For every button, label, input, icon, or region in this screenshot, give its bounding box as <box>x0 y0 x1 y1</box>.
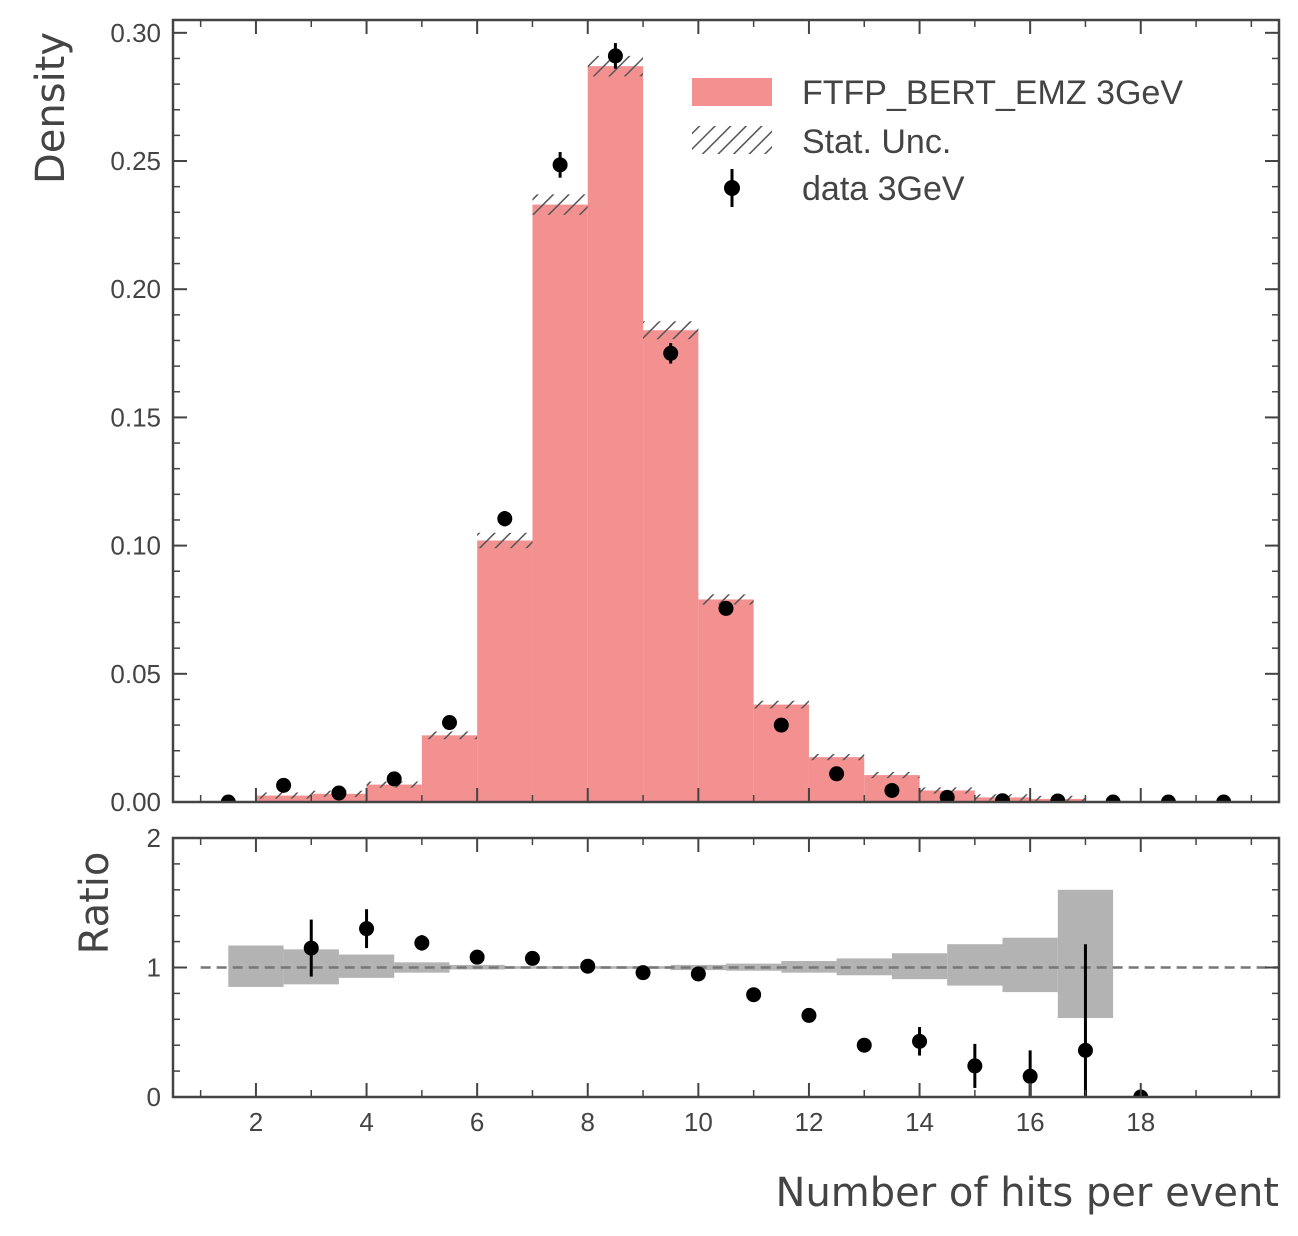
stat-unc-hatch <box>421 731 478 740</box>
ratio-point <box>414 935 430 951</box>
data-point <box>1160 794 1176 802</box>
legend-label-stat-unc: Stat. Unc. <box>802 123 951 161</box>
x-tick-label: 6 <box>470 1107 484 1137</box>
histogram-bar <box>477 540 533 802</box>
data-point <box>1105 794 1121 802</box>
data-point <box>552 157 568 173</box>
ratio-point <box>303 940 319 956</box>
x-tick-label: 2 <box>249 1107 263 1137</box>
x-tick-label: 8 <box>581 1107 595 1137</box>
main-y-tick-label: 0.00 <box>110 787 161 817</box>
ratio-unc-band <box>947 944 1003 986</box>
ratio-y-tick-label: 1 <box>147 953 161 983</box>
main-y-axis-title: Density <box>28 32 74 184</box>
stat-unc-hatch <box>698 594 754 605</box>
legend: FTFP_BERT_EMZ 3GeV Stat. Unc. data 3GeV <box>692 74 1183 208</box>
ratio-unc-band <box>394 962 450 973</box>
stat-unc-hatch <box>532 194 588 215</box>
main-y-tick-label: 0.10 <box>110 531 161 561</box>
ratio-point <box>580 958 596 974</box>
ratio-point <box>359 921 375 937</box>
data-point <box>220 794 236 802</box>
data-point <box>497 511 513 527</box>
data-point <box>442 715 457 731</box>
ratio-point <box>912 1033 928 1049</box>
data-point <box>939 789 955 802</box>
data-point <box>995 793 1010 802</box>
ratio-point <box>1077 1042 1093 1058</box>
stat-unc-hatch <box>753 700 809 709</box>
x-tick-label: 12 <box>794 1107 823 1137</box>
histogram-bar <box>421 735 478 802</box>
histogram-bar <box>587 66 644 802</box>
main-plot-area <box>220 43 1232 802</box>
legend-marker-data <box>724 180 740 196</box>
stat-unc-hatch <box>864 772 920 779</box>
data-point <box>607 48 623 64</box>
data-point <box>718 600 734 616</box>
legend-label-data: data 3GeV <box>802 170 965 208</box>
data-point <box>331 785 347 801</box>
stat-unc-hatch <box>477 532 533 549</box>
legend-label-histogram: FTFP_BERT_EMZ 3GeV <box>802 74 1183 112</box>
main-axes-frame <box>171 18 1281 804</box>
ratio-y-tick-label: 0 <box>147 1082 161 1112</box>
main-y-tick-label: 0.20 <box>110 274 161 304</box>
stat-unc-hatch <box>808 754 865 761</box>
ratio-point <box>690 966 706 982</box>
legend-swatch-stat-unc <box>692 126 772 154</box>
histogram-bar <box>532 204 588 802</box>
ratio-point <box>524 950 540 966</box>
data-point <box>1216 794 1232 802</box>
stat-unc-hatch <box>643 321 699 340</box>
x-tick-label: 4 <box>359 1107 373 1137</box>
data-point <box>386 771 402 787</box>
ratio-point <box>967 1058 983 1074</box>
data-point <box>884 782 900 798</box>
ratio-unc-band <box>504 966 561 969</box>
data-point <box>773 717 789 733</box>
data-point <box>829 766 845 782</box>
data-point <box>1050 793 1066 802</box>
ratio-y-tick-label: 2 <box>147 823 161 853</box>
data-point <box>663 345 679 361</box>
ratio-unc-band <box>228 945 284 987</box>
ratio-point <box>856 1037 872 1053</box>
x-tick-label: 18 <box>1126 1107 1155 1137</box>
histogram-bar <box>698 599 754 802</box>
histogram-bar <box>255 795 312 802</box>
ratio-point <box>635 965 651 981</box>
stat-unc-hatch <box>255 792 312 799</box>
x-axis-title: Number of hits per event <box>776 1170 1279 1216</box>
x-tick-label: 14 <box>905 1107 934 1137</box>
histogram-bar <box>643 330 699 802</box>
ratio-point <box>746 987 762 1003</box>
main-y-tick-label: 0.05 <box>110 659 161 689</box>
ratio-axes-frame <box>171 836 1281 1099</box>
data-point <box>276 777 292 793</box>
x-tick-label: 16 <box>1016 1107 1045 1137</box>
main-y-tick-label: 0.15 <box>110 402 161 432</box>
ratio-y-axis-title: Ratio <box>72 852 118 955</box>
main-y-tick-label: 0.25 <box>110 146 161 176</box>
ratio-unc-band <box>338 954 395 978</box>
main-y-tick-label: 0.30 <box>110 18 161 48</box>
ratio-point <box>1022 1068 1038 1084</box>
ratio-unc-band <box>1002 937 1058 993</box>
legend-swatch-histogram <box>692 78 772 106</box>
ratio-point <box>801 1007 817 1023</box>
x-tick-label: 10 <box>684 1107 713 1137</box>
ratio-point <box>469 949 485 965</box>
ratio-plot-area <box>200 889 1279 1097</box>
histogram-bar <box>366 784 422 802</box>
ratio-unc-band <box>891 953 948 980</box>
